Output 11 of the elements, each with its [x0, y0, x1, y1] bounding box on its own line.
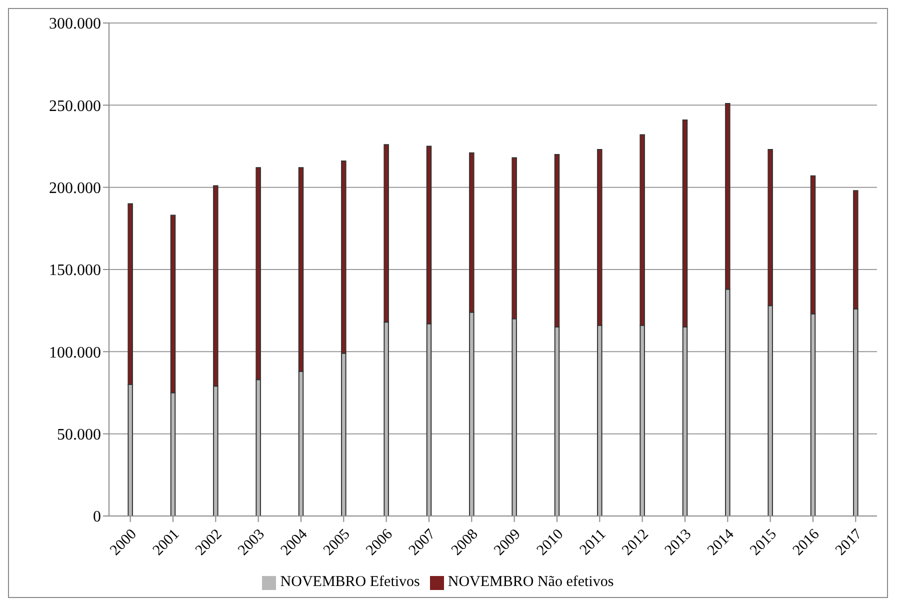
y-tick-label: 0: [93, 508, 101, 526]
y-tick-label: 100.000: [49, 344, 101, 362]
y-tick-label: 300.000: [49, 16, 101, 33]
x-tick-label: 2001: [150, 526, 183, 559]
x-tick-label: 2011: [577, 526, 610, 558]
legend-label: NOVEMBRO Não efetivos: [448, 574, 614, 590]
legend-label: NOVEMBRO Efetivos: [280, 574, 420, 590]
y-tick-label: 200.000: [49, 180, 101, 198]
y-tick-label: 50.000: [57, 426, 101, 444]
y-tick-label: 250.000: [49, 98, 101, 115]
y-tick-label: 150.000: [49, 262, 101, 280]
